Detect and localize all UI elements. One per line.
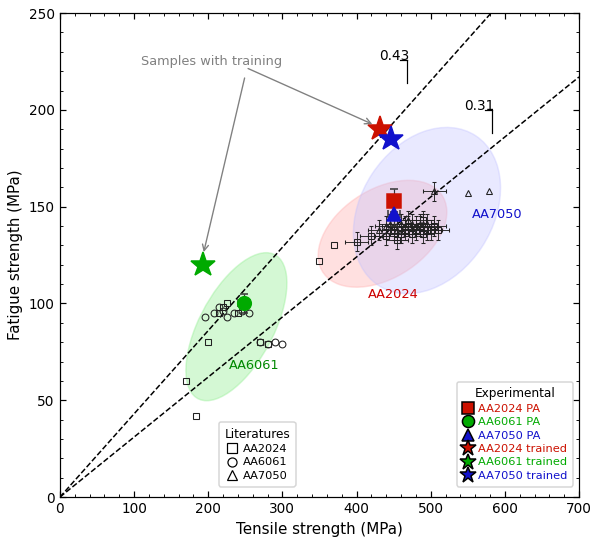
Text: Samples with training: Samples with training (141, 55, 282, 68)
Text: 0.43: 0.43 (379, 49, 409, 63)
Text: 0.31: 0.31 (464, 99, 494, 113)
Text: AA6061: AA6061 (229, 359, 279, 372)
Ellipse shape (318, 180, 446, 287)
Text: AA2024: AA2024 (367, 288, 418, 301)
Legend: AA2024 PA, AA6061 PA, AA7050 PA, AA2024 trained, AA6061 trained, AA7050 trained: AA2024 PA, AA6061 PA, AA7050 PA, AA2024 … (456, 382, 573, 487)
Y-axis label: Fatigue strength (MPa): Fatigue strength (MPa) (8, 169, 23, 341)
Ellipse shape (186, 253, 287, 401)
X-axis label: Tensile strength (MPa): Tensile strength (MPa) (236, 523, 403, 537)
Ellipse shape (353, 128, 500, 294)
Text: AA7050: AA7050 (471, 208, 522, 221)
